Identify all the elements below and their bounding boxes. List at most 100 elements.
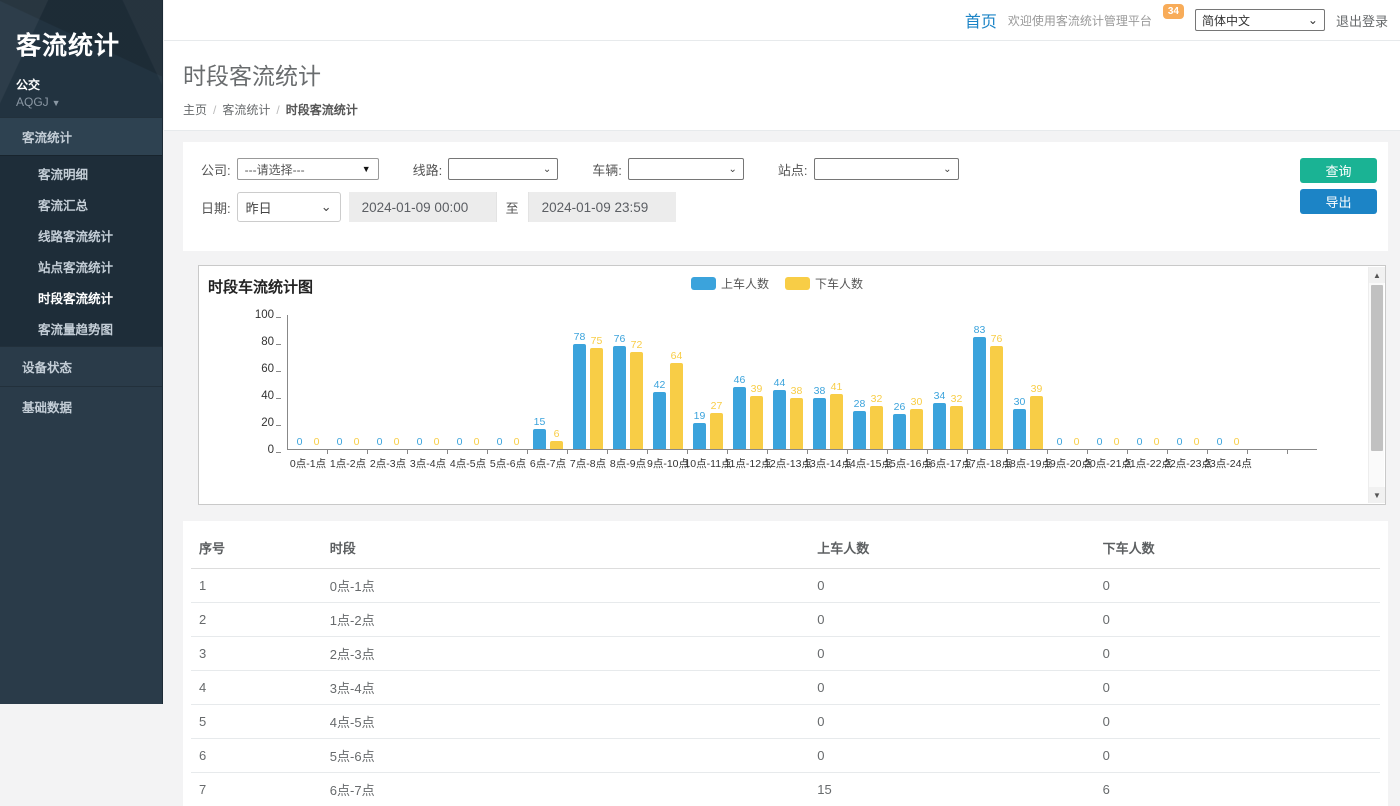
bar-series-1: 0 [1230, 436, 1243, 449]
bar [813, 398, 826, 449]
user-dropdown[interactable]: AQGJ▼ [16, 95, 162, 109]
bar-group: 3841 [808, 314, 848, 449]
table-row[interactable]: 10点-1点00 [191, 569, 1380, 603]
breadcrumb-item[interactable]: 时段客流统计 [286, 103, 358, 117]
bar-group: 30 39 [1008, 314, 1048, 449]
bar [933, 403, 946, 449]
bar-group: 7672 [608, 314, 648, 449]
x-axis-category-label: 12点-13点 [768, 456, 808, 471]
bar-value-label: 0 [377, 436, 383, 448]
bar-series-1: 0 [390, 436, 403, 449]
vehicle-select[interactable]: ⌄ [628, 158, 744, 180]
table-row[interactable]: 54点-5点00 [191, 705, 1380, 739]
bar [910, 409, 923, 450]
sidebar-item-客流汇总[interactable]: 客流汇总 [0, 189, 162, 220]
bar [1030, 396, 1043, 449]
sidebar-item-客流明细[interactable]: 客流明细 [0, 158, 162, 189]
bar-series-0: 19 [693, 410, 706, 449]
legend-swatch-icon [785, 277, 810, 290]
date-to-input[interactable]: 2024-01-09 23:59 [529, 192, 676, 222]
table-cell: 0 [1095, 671, 1380, 705]
x-axis-category-label: 17点-18点 [968, 456, 1008, 471]
legend-item-上车人数[interactable]: 上车人数 [691, 275, 769, 292]
table-header-row: 序号时段上车人数下车人数 [191, 527, 1380, 569]
bar [830, 394, 843, 449]
bar-value-label: 39 [1031, 383, 1043, 395]
table-cell: 6 [191, 739, 322, 773]
table-row[interactable]: 21点-2点00 [191, 603, 1380, 637]
export-button[interactable]: 导出 [1300, 189, 1377, 214]
table-row[interactable]: 65点-6点00 [191, 739, 1380, 773]
bar-series-1: 75 [590, 335, 603, 449]
line-label: 线路: [413, 160, 443, 179]
sidebar-logo-area: 客流统计 公交 AQGJ▼ [0, 0, 162, 117]
query-button[interactable]: 查询 [1300, 158, 1377, 183]
table-row[interactable]: 32点-3点00 [191, 637, 1380, 671]
breadcrumb-item[interactable]: 客流统计 [222, 103, 270, 117]
breadcrumb-separator: / [213, 103, 216, 117]
bar-series-0: 44 [773, 377, 786, 449]
logout-link[interactable]: 退出登录 [1336, 11, 1388, 30]
bar-value-label: 39 [751, 383, 763, 395]
chart-scrollbar[interactable]: ▲ ▼ [1368, 267, 1384, 503]
bar-value-label: 0 [1057, 436, 1063, 448]
bar-series-1: 39 [1030, 383, 1043, 449]
table-row[interactable]: 76点-7点156 [191, 773, 1380, 806]
sidebar-item-客流量趋势图[interactable]: 客流量趋势图 [0, 313, 162, 344]
breadcrumb-item[interactable]: 主页 [183, 103, 207, 117]
line-select[interactable]: ⌄ [448, 158, 558, 180]
filter-row-1: 公司: ---请选择--- ▼ 线路: ⌄ 车辆: ⌄ 站点: [201, 158, 1370, 180]
bar-value-label: 0 [314, 436, 320, 448]
table-cell: 0 [1095, 637, 1380, 671]
sidebar-item-站点客流统计[interactable]: 站点客流统计 [0, 251, 162, 282]
bar [533, 429, 546, 449]
filter-row-2: 日期: 昨日 ⌄ 2024-01-09 00:00 至 2024-01-09 2… [201, 192, 1370, 222]
table-cell: 0 [809, 739, 1094, 773]
y-axis-tick-label: 60 [261, 363, 274, 375]
sidebar-item-时段客流统计[interactable]: 时段客流统计 [0, 282, 162, 313]
sidebar-item-设备状态[interactable]: 设备状态 [0, 346, 162, 386]
company-select[interactable]: ---请选择--- ▼ [237, 158, 379, 180]
bar [653, 392, 666, 449]
bar-series-0: 28 [853, 398, 866, 449]
date-from-input[interactable]: 2024-01-09 00:00 [349, 192, 496, 222]
bar-value-label: 0 [1097, 436, 1103, 448]
bar-value-label: 34 [934, 390, 946, 402]
bar-series-1: 30 [910, 396, 923, 450]
bar-series-0: 0 [1213, 436, 1226, 449]
table-row[interactable]: 43点-4点00 [191, 671, 1380, 705]
x-axis-category-label: 8点-9点 [608, 456, 648, 471]
sidebar-item-基础数据[interactable]: 基础数据 [0, 386, 162, 426]
bar-value-label: 72 [631, 339, 643, 351]
language-select[interactable]: 简体中文 ⌄ [1195, 9, 1325, 31]
station-select[interactable]: ⌄ [814, 158, 959, 180]
bar-series-1: 38 [790, 385, 803, 449]
sidebar-item-客流统计[interactable]: 客流统计 [0, 117, 162, 155]
bar-group: 00 [1128, 314, 1168, 449]
date-preset-select[interactable]: 昨日 ⌄ [237, 192, 341, 222]
bar-series-0: 30 [1013, 396, 1026, 450]
bar-value-label: 38 [791, 385, 803, 397]
sidebar-item-线路客流统计[interactable]: 线路客流统计 [0, 220, 162, 251]
bar-series-0: 38 [813, 385, 826, 449]
scrollbar-thumb[interactable] [1371, 285, 1383, 451]
bar-value-label: 0 [497, 436, 503, 448]
date-label: 日期: [201, 198, 231, 217]
bar-value-label: 0 [1137, 436, 1143, 448]
home-link[interactable]: 首页 [965, 8, 997, 32]
scroll-up-icon[interactable]: ▲ [1369, 267, 1385, 283]
topbar: 首页 欢迎使用客流统计管理平台 34 简体中文 ⌄ 退出登录 [164, 0, 1400, 41]
bar [773, 390, 786, 449]
bar-group: 00 [1048, 314, 1088, 449]
scroll-down-icon[interactable]: ▼ [1369, 487, 1385, 503]
table-cell: 0 [1095, 705, 1380, 739]
bar-series-0: 34 [933, 390, 946, 449]
x-axis-category-label: 23点-24点 [1208, 456, 1248, 471]
bar-group: 00 [328, 314, 368, 449]
legend-item-下车人数[interactable]: 下车人数 [785, 275, 863, 292]
page-title: 时段客流统计 [183, 57, 1400, 91]
bar-series-0: 0 [333, 436, 346, 449]
x-axis-category-label: 2点-3点 [368, 456, 408, 471]
bar-value-label: 44 [774, 377, 786, 389]
bar-value-label: 78 [574, 331, 586, 343]
